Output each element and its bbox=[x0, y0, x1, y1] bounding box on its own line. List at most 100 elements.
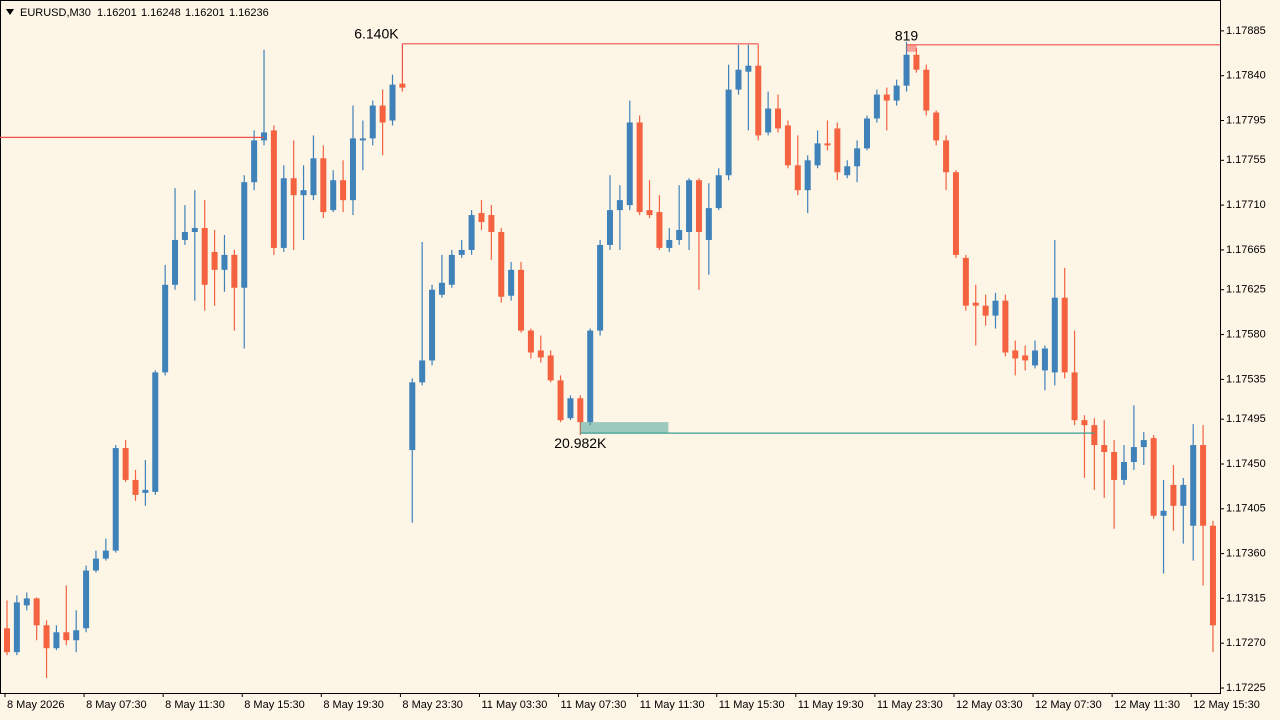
x-tick-label: 11 May 03:30 bbox=[481, 699, 547, 711]
candle-body bbox=[1041, 348, 1048, 371]
candle-body bbox=[636, 122, 643, 213]
candle-body bbox=[300, 190, 307, 196]
candle-body bbox=[626, 122, 633, 206]
candle-body bbox=[1190, 445, 1197, 526]
candle-body bbox=[1170, 484, 1177, 506]
candle-body bbox=[191, 228, 198, 232]
candle-body bbox=[814, 143, 821, 166]
candle-body bbox=[23, 598, 30, 606]
candle-body bbox=[122, 448, 129, 480]
y-tick-label: 1.17755 bbox=[1226, 154, 1266, 166]
candle-body bbox=[409, 382, 416, 451]
x-tick-label: 8 May 23:30 bbox=[402, 699, 463, 711]
candle-body bbox=[1002, 300, 1009, 353]
x-tick-label: 12 May 11:30 bbox=[1114, 699, 1180, 711]
candle-body bbox=[695, 180, 702, 232]
candle-body bbox=[478, 213, 485, 223]
candle-body bbox=[181, 231, 188, 240]
candle-body bbox=[53, 632, 60, 649]
candle-body bbox=[972, 302, 979, 306]
candle-body bbox=[715, 175, 722, 209]
candle-body bbox=[666, 239, 673, 248]
y-tick-label: 1.17840 bbox=[1226, 70, 1266, 82]
candle-body bbox=[92, 558, 99, 571]
candle-body bbox=[537, 350, 544, 358]
level-label: 20.982K bbox=[554, 435, 607, 451]
candle-body bbox=[498, 231, 505, 297]
quote-value: 1.16236 bbox=[229, 7, 269, 19]
candle-body bbox=[172, 239, 179, 285]
candle-body bbox=[280, 178, 287, 248]
candle-body bbox=[1022, 355, 1029, 361]
candle-body bbox=[488, 215, 495, 232]
candle-body bbox=[132, 479, 139, 495]
candle-body bbox=[765, 108, 772, 133]
candle-body bbox=[63, 632, 70, 641]
candle-body bbox=[359, 138, 366, 141]
candle-body bbox=[952, 172, 959, 255]
x-tick-label: 11 May 11:30 bbox=[640, 699, 705, 711]
y-tick-label: 1.17625 bbox=[1226, 284, 1266, 296]
candle-body bbox=[1140, 440, 1147, 448]
candle-body bbox=[567, 398, 574, 419]
candle-body bbox=[962, 257, 969, 306]
candle-body bbox=[824, 143, 831, 146]
candle-body bbox=[1180, 484, 1187, 506]
candle-body bbox=[340, 180, 347, 201]
level-zone bbox=[906, 44, 917, 52]
y-tick-label: 1.17405 bbox=[1226, 503, 1266, 515]
x-tick-label: 11 May 23:30 bbox=[877, 699, 943, 711]
candle-body bbox=[379, 105, 386, 123]
candle-body bbox=[1209, 525, 1216, 626]
y-tick-label: 1.17225 bbox=[1226, 682, 1266, 694]
y-tick-label: 1.17795 bbox=[1226, 114, 1266, 126]
candle-body bbox=[162, 284, 169, 373]
candle-body bbox=[241, 182, 248, 288]
candle-body bbox=[676, 230, 683, 240]
candle-body bbox=[913, 54, 920, 70]
candle-body bbox=[943, 140, 950, 173]
candle-body bbox=[468, 215, 475, 250]
candle-body bbox=[290, 178, 297, 196]
y-tick-label: 1.17710 bbox=[1226, 199, 1266, 211]
y-tick-label: 1.17495 bbox=[1226, 413, 1266, 425]
candle-body bbox=[429, 289, 436, 361]
x-tick-label: 8 May 07:30 bbox=[86, 699, 147, 711]
candle-body bbox=[873, 94, 880, 119]
y-tick-label: 1.17270 bbox=[1226, 637, 1266, 649]
candle-body bbox=[261, 132, 268, 141]
candle-body bbox=[270, 130, 277, 248]
candle-body bbox=[1130, 447, 1137, 462]
menu-arrow[interactable] bbox=[6, 9, 14, 15]
candle-body bbox=[933, 112, 940, 141]
candle-body bbox=[1051, 297, 1058, 373]
candle-body bbox=[369, 105, 376, 139]
candle-body bbox=[992, 300, 999, 316]
candle-body bbox=[794, 165, 801, 191]
candle-body bbox=[419, 360, 426, 383]
candle-body bbox=[646, 210, 653, 216]
candle-body bbox=[211, 251, 218, 270]
candle-body bbox=[320, 158, 327, 213]
candle-body bbox=[1061, 297, 1068, 373]
candle-body bbox=[152, 372, 159, 492]
candle-body bbox=[389, 84, 396, 121]
x-tick-label: 12 May 15:30 bbox=[1193, 699, 1260, 711]
candle-body bbox=[735, 69, 742, 90]
x-tick-label: 8 May 15:30 bbox=[244, 699, 305, 711]
candle-body bbox=[1091, 425, 1098, 446]
candle-body bbox=[834, 128, 841, 173]
y-tick-label: 1.17535 bbox=[1226, 373, 1266, 385]
y-tick-label: 1.17665 bbox=[1226, 244, 1266, 256]
candle-body bbox=[577, 398, 584, 423]
y-tick-label: 1.17360 bbox=[1226, 548, 1266, 560]
candle-body bbox=[349, 138, 356, 201]
candle-body bbox=[616, 200, 623, 211]
candle-body bbox=[112, 448, 119, 551]
quote-value: 1.16201 bbox=[97, 7, 137, 19]
level-label: 819 bbox=[895, 28, 919, 44]
candle-body bbox=[883, 94, 890, 101]
x-tick-label: 12 May 03:30 bbox=[956, 699, 1023, 711]
